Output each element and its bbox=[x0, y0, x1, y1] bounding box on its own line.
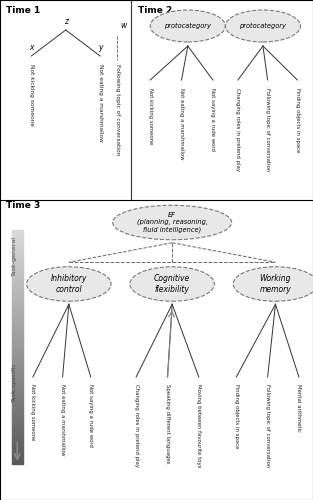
Text: Finding objects in space: Finding objects in space bbox=[295, 88, 300, 152]
Text: z: z bbox=[64, 17, 68, 26]
Text: Following topic of conversation: Following topic of conversation bbox=[265, 384, 270, 468]
Text: Time 1: Time 1 bbox=[6, 6, 40, 15]
Text: protocategory: protocategory bbox=[164, 23, 211, 29]
Text: Task-general: Task-general bbox=[12, 236, 17, 276]
Ellipse shape bbox=[130, 267, 214, 301]
Text: Task-specific: Task-specific bbox=[12, 362, 17, 402]
Text: Cognitive
flexibility: Cognitive flexibility bbox=[154, 274, 190, 293]
Text: Inhibitory
control: Inhibitory control bbox=[51, 274, 87, 293]
Text: Not eating a marshmallow: Not eating a marshmallow bbox=[60, 384, 65, 456]
Text: Moving between favourite toys: Moving between favourite toys bbox=[196, 384, 201, 468]
Text: Not kicking someone: Not kicking someone bbox=[29, 64, 34, 126]
Text: Not saying a rude word: Not saying a rude word bbox=[88, 384, 93, 448]
Ellipse shape bbox=[150, 10, 225, 42]
Text: Not saying a rude word: Not saying a rude word bbox=[210, 88, 215, 151]
Text: protocategory: protocategory bbox=[239, 23, 286, 29]
Text: w: w bbox=[121, 21, 127, 30]
Text: Speaking different languages: Speaking different languages bbox=[165, 384, 170, 464]
Text: Time 3: Time 3 bbox=[6, 202, 40, 210]
Text: Not kicking someone: Not kicking someone bbox=[30, 384, 35, 441]
Ellipse shape bbox=[27, 267, 111, 301]
Text: y: y bbox=[98, 43, 102, 52]
Ellipse shape bbox=[113, 205, 232, 240]
Text: Changing roles in pretend play: Changing roles in pretend play bbox=[235, 88, 240, 171]
Text: Not eating a marshmallow: Not eating a marshmallow bbox=[98, 64, 103, 142]
Text: Following topic of conversation: Following topic of conversation bbox=[115, 64, 120, 155]
Text: Mental arithmetic: Mental arithmetic bbox=[296, 384, 301, 432]
Ellipse shape bbox=[225, 10, 300, 42]
Text: Not eating a marshmallow: Not eating a marshmallow bbox=[179, 88, 184, 160]
Text: x: x bbox=[29, 43, 33, 52]
Text: Time 2: Time 2 bbox=[138, 6, 172, 15]
Text: Working
memory: Working memory bbox=[259, 274, 291, 293]
Ellipse shape bbox=[233, 267, 313, 301]
Text: Changing roles in pretend play: Changing roles in pretend play bbox=[134, 384, 139, 468]
Text: EF
(planning, reasoning,
fluid intelligence): EF (planning, reasoning, fluid intellige… bbox=[137, 212, 208, 233]
Text: Following topic of conversation: Following topic of conversation bbox=[265, 88, 270, 172]
Text: Not kicking someone: Not kicking someone bbox=[148, 88, 153, 144]
Text: Finding objects in space: Finding objects in space bbox=[234, 384, 239, 449]
